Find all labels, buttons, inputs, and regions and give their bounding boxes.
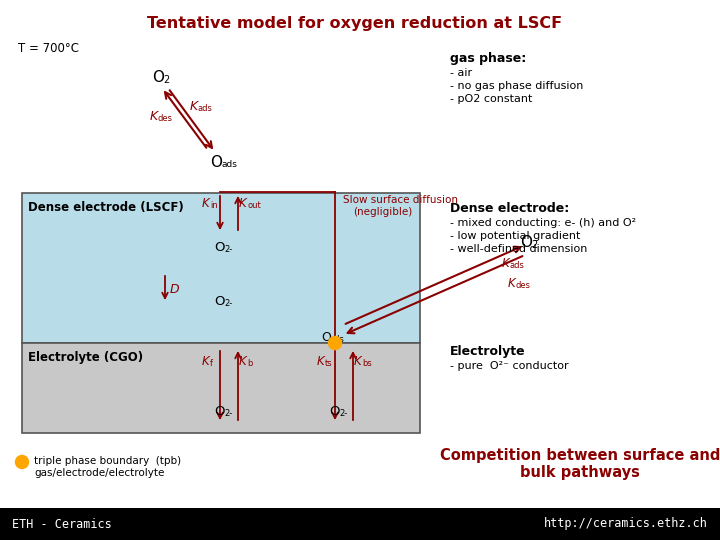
Text: K: K <box>317 355 325 368</box>
Text: K: K <box>202 355 210 368</box>
Text: gas phase:: gas phase: <box>450 52 526 65</box>
Text: 2-: 2- <box>224 299 233 308</box>
Text: O: O <box>321 331 331 344</box>
Text: T = 700°C: T = 700°C <box>18 42 79 55</box>
Text: 2-: 2- <box>224 409 233 418</box>
Text: K: K <box>354 355 361 368</box>
Text: Electrolyte: Electrolyte <box>450 345 526 358</box>
Text: ETH - Ceramics: ETH - Ceramics <box>12 517 112 530</box>
Text: O: O <box>214 241 225 254</box>
Text: b: b <box>247 359 253 368</box>
Bar <box>0 508 720 540</box>
Text: 2: 2 <box>531 240 537 250</box>
Text: triple phase boundary  (tpb)
gas/electrode/electrolyte: triple phase boundary (tpb) gas/electrod… <box>34 456 181 477</box>
Text: ads: ads <box>198 104 213 113</box>
Text: - no gas phase diffusion: - no gas phase diffusion <box>450 81 583 91</box>
Text: K: K <box>150 110 158 123</box>
Text: ts: ts <box>325 359 333 368</box>
Text: O: O <box>329 405 340 418</box>
Text: K: K <box>239 355 247 368</box>
Text: K: K <box>508 277 516 290</box>
Bar <box>22 343 420 433</box>
Text: 2-: 2- <box>339 409 347 418</box>
Text: Tentative model for oxygen reduction at LSCF: Tentative model for oxygen reduction at … <box>148 16 562 31</box>
Text: - well-defined dimension: - well-defined dimension <box>450 244 588 254</box>
Text: Electrolyte (CGO): Electrolyte (CGO) <box>28 351 143 364</box>
Text: ads: ads <box>330 335 345 344</box>
Text: 2-: 2- <box>224 245 233 254</box>
Text: O: O <box>520 235 532 250</box>
Text: D: D <box>170 283 179 296</box>
Text: http://ceramics.ethz.ch: http://ceramics.ethz.ch <box>544 517 708 530</box>
Text: in: in <box>210 201 217 210</box>
Text: 2: 2 <box>163 75 169 85</box>
Text: Dense electrode (LSCF): Dense electrode (LSCF) <box>28 201 184 214</box>
Text: K: K <box>190 100 198 113</box>
Bar <box>22 193 420 343</box>
Text: f: f <box>210 359 213 368</box>
Text: K: K <box>239 197 247 210</box>
Text: - low potential gradient: - low potential gradient <box>450 231 580 241</box>
Text: Dense electrode:: Dense electrode: <box>450 202 570 215</box>
Text: Competition between surface and
bulk pathways: Competition between surface and bulk pat… <box>440 448 720 481</box>
Text: out: out <box>247 201 261 210</box>
Circle shape <box>328 336 341 349</box>
Text: O: O <box>152 70 164 85</box>
Text: ads: ads <box>510 261 525 270</box>
Text: (negligible): (negligible) <box>353 207 413 217</box>
Circle shape <box>16 456 29 469</box>
Text: K: K <box>502 257 510 270</box>
Text: - air: - air <box>450 68 472 78</box>
Text: ads: ads <box>221 160 237 169</box>
Text: O: O <box>214 295 225 308</box>
Text: bs: bs <box>362 359 372 368</box>
Text: - mixed conducting: e- (h) and O²: - mixed conducting: e- (h) and O² <box>450 218 636 228</box>
Text: des: des <box>516 281 531 290</box>
Text: O: O <box>210 155 222 170</box>
Text: - pure  O²⁻ conductor: - pure O²⁻ conductor <box>450 361 569 371</box>
Text: Slow surface diffusion: Slow surface diffusion <box>343 195 458 205</box>
Text: O: O <box>214 405 225 418</box>
Text: des: des <box>158 114 173 123</box>
Text: - pO2 constant: - pO2 constant <box>450 94 532 104</box>
Text: K: K <box>202 197 210 210</box>
